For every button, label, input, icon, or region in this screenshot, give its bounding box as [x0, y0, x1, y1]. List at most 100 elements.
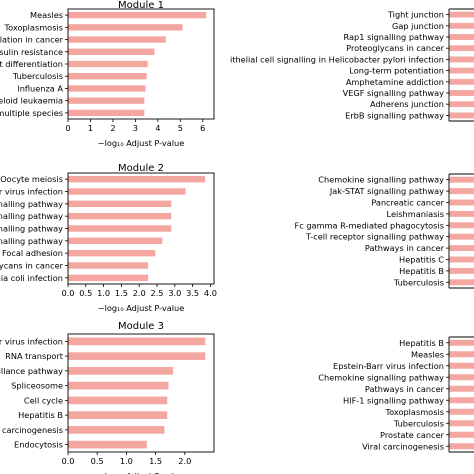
bar-2-7	[68, 249, 156, 257]
plot-frame	[67, 333, 215, 453]
category-label: Jak-STAT signalling pathway	[329, 186, 444, 196]
category-label: Pathways in cancer	[365, 243, 445, 253]
category-label: VEGF signalling pathway	[343, 88, 445, 98]
bar-right-3-2	[449, 351, 474, 358]
category-label: yeloid leukaemia	[0, 96, 63, 106]
bar-right-2-6	[449, 233, 474, 240]
bar-2-3	[68, 200, 172, 208]
bar-right-2-5	[449, 222, 474, 229]
category-label: Amphetamine addiction	[346, 77, 444, 87]
x-tick-label: 4	[155, 123, 160, 133]
bar-right-3-3	[449, 362, 474, 369]
bar-right-1-2	[449, 22, 474, 29]
bar-right-1-6	[449, 67, 474, 74]
x-axis-label: −log₁₀ Adjust P-value	[98, 138, 185, 148]
bar-right-2-9	[449, 267, 474, 274]
category-label: Viral carcinogenesis	[362, 441, 444, 451]
x-tick-label: 1.5	[115, 288, 128, 298]
category-label: rr virus infection	[0, 336, 63, 346]
category-label: Toxoplasmosis	[384, 407, 444, 417]
category-label: nalling pathway	[0, 224, 63, 234]
x-tick-label: 2	[110, 123, 115, 133]
bar-right-1-10	[449, 112, 474, 119]
x-tick-label: 3.0	[168, 288, 181, 298]
x-tick-label: 2.0	[178, 456, 191, 466]
x-tick-label: 3	[133, 123, 138, 133]
category-label: Tuberculosis	[393, 418, 444, 428]
x-tick-label: 0.0	[61, 456, 74, 466]
bar-right-3-7	[449, 408, 474, 415]
bar-right-1-7	[449, 78, 474, 85]
plot-frame	[67, 172, 215, 285]
category-label: nalling pathway	[0, 199, 63, 209]
x-axis-label: −log₁₀ Adjust P-value	[98, 303, 185, 313]
category-label: Influenza A	[17, 83, 63, 93]
module-2-chart: Oocyte meiosis rr virus infection nalling …	[0, 163, 217, 313]
bar-right-3-4	[449, 374, 474, 381]
bar-right-3-1	[449, 339, 474, 346]
bar-1-3	[68, 36, 166, 43]
category-label: Measles	[411, 349, 444, 359]
category-label: Rap1 signalling pathway	[344, 32, 445, 42]
bar-right-3-9	[449, 431, 474, 438]
x-tick-label: 1.0	[120, 456, 133, 466]
bar-2-4	[68, 212, 172, 220]
bar-right-2-2	[449, 188, 474, 195]
bar-3-8	[68, 440, 147, 449]
category-label: Chemokine signalling pathway	[318, 175, 444, 185]
x-tick-label: 3.5	[186, 288, 199, 298]
bar-right-1-4	[449, 45, 474, 52]
category-label: Hepatitis C	[399, 255, 444, 265]
category-label: l carcinogenesis	[0, 425, 63, 435]
category-label: nalling pathway	[0, 236, 63, 246]
bar-2-5	[68, 225, 172, 232]
category-label: Proteoglycans in cancer	[346, 43, 444, 53]
bar-1-9	[68, 109, 145, 117]
module-1-chart: Measles Toxoplasmosis ulation in cancer sul…	[0, 0, 215, 148]
category-label: Pathways in cancer	[365, 384, 445, 394]
bar-3-2	[68, 352, 206, 360]
bar-1-8	[68, 97, 145, 104]
bar-right-1-8	[449, 90, 474, 96]
x-tick-label: 5	[178, 123, 183, 133]
category-label: Toxoplasmosis	[3, 22, 63, 32]
category-label: multiple species	[0, 108, 63, 118]
category-label: Pancreatic cancer	[371, 198, 444, 208]
category-label: Hepatitis B	[399, 338, 444, 348]
category-label: Leishmaniasis	[387, 209, 444, 219]
category-label: Hepatitis B	[399, 266, 444, 276]
category-label: lycans in cancer	[0, 261, 64, 271]
bar-1-1	[68, 11, 207, 19]
category-label: Long-term potentiation	[349, 66, 444, 76]
x-tick-label: 4.0	[204, 288, 217, 298]
x-tick-label: 1.0	[97, 288, 110, 298]
category-label: Tuberculosis	[393, 277, 444, 287]
bar-1-6	[68, 73, 147, 80]
bar-right-2-4	[449, 210, 474, 217]
x-tick-label: 0	[65, 123, 70, 133]
category-label: Fc gamma R-mediated phagocytosis	[295, 220, 444, 230]
category-label: ErbB signalling pathway	[345, 110, 444, 120]
bar-right-2-8	[449, 256, 474, 263]
category-label: Gap junction	[392, 21, 444, 31]
plot-frame	[67, 8, 215, 120]
category-label: Cell cycle	[24, 395, 63, 405]
x-tick-label: 0.5	[91, 456, 104, 466]
bar-right-3-6	[449, 397, 474, 404]
bar-3-4	[68, 381, 169, 390]
bar-right-1-5	[449, 56, 474, 63]
module-3-chart: rr virus infection RNA transport illance p…	[0, 321, 215, 474]
bar-right-2-1	[449, 176, 474, 183]
bar-right-3-5	[449, 385, 474, 392]
category-label: Prostate cancer	[380, 430, 445, 440]
x-axis-label: −log₁₀ Adjust P-value	[98, 471, 185, 474]
category-label: Oocyte meiosis	[0, 174, 63, 184]
chart-title: Module 1	[118, 0, 164, 11]
bar-right-2-3	[449, 199, 474, 206]
bar-2-6	[68, 237, 163, 245]
category-label: Hepatitis B	[18, 410, 63, 420]
bar-right-3-8	[449, 420, 474, 427]
bar-right-2-7	[449, 245, 474, 252]
